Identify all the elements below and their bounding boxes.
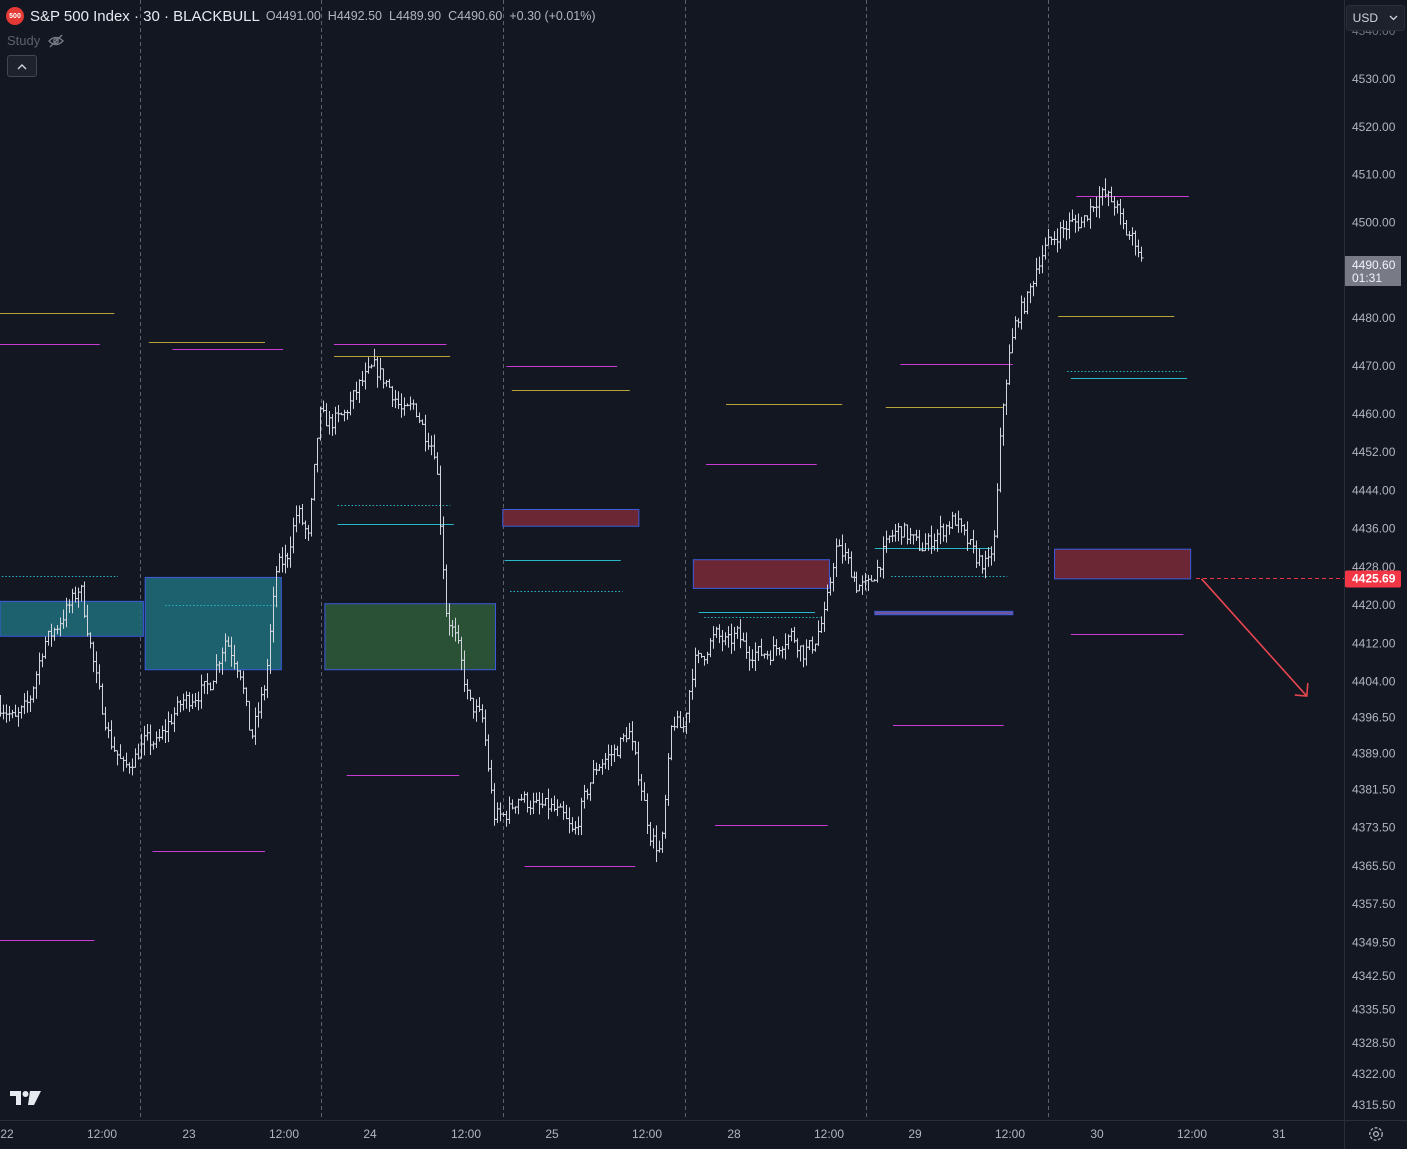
study-label: Study	[7, 33, 41, 48]
price-tick-label: 4404.00	[1352, 675, 1396, 689]
collapse-legend-button[interactable]	[7, 55, 37, 77]
price-tick-label: 4389.00	[1352, 746, 1396, 760]
price-tick-label: 4520.00	[1352, 120, 1396, 134]
tradingview-logo[interactable]	[10, 1089, 42, 1113]
red-zone[interactable]	[692, 559, 830, 589]
open-value: 4491.00	[275, 9, 321, 23]
price-tick-label: 4428.00	[1352, 560, 1396, 574]
price-tick-label: 4373.50	[1352, 821, 1396, 835]
time-tick-label: 12:00	[632, 1127, 662, 1141]
price-tick-label: 4412.00	[1352, 636, 1396, 650]
time-tick-label: 22	[0, 1127, 14, 1141]
price-tick-label: 4365.50	[1352, 859, 1396, 873]
green-zone[interactable]	[324, 603, 496, 671]
open-label: O	[265, 9, 276, 23]
symbol-title[interactable]: S&P 500 Index · 30 · BLACKBULL	[30, 7, 260, 25]
close-label: C	[448, 9, 458, 23]
price-tick-label: 4452.00	[1352, 445, 1396, 459]
price-tick-label: 4357.50	[1352, 897, 1396, 911]
chevron-down-icon	[1389, 15, 1398, 21]
projection-arrow-head	[1294, 682, 1309, 697]
time-tick-label: 12:00	[814, 1127, 844, 1141]
last-price-label: 4490.60	[1352, 258, 1396, 272]
time-tick-label: 25	[545, 1127, 559, 1141]
current-price-badge	[1345, 570, 1401, 588]
time-tick-label: 23	[182, 1127, 196, 1141]
close-value: 4490.60	[457, 9, 503, 23]
time-tick-label: 12:00	[1177, 1127, 1207, 1141]
price-tick-label: 4322.00	[1352, 1067, 1396, 1081]
price-tick-label: 4420.00	[1352, 598, 1396, 612]
eye-off-icon[interactable]	[48, 34, 65, 48]
projection-arrow[interactable]	[1200, 578, 1308, 697]
high-label: H	[327, 9, 337, 23]
price-tick-label: 4315.50	[1352, 1098, 1396, 1112]
time-tick-label: 24	[363, 1127, 377, 1141]
price-tick-label: 4470.00	[1352, 359, 1396, 373]
tradingview-logo-mark	[10, 1091, 41, 1105]
price-tick-label: 4396.50	[1352, 711, 1396, 725]
currency-selector[interactable]: USD	[1346, 5, 1405, 31]
price-tick-label: 4460.00	[1352, 407, 1396, 421]
time-tick-label: 12:00	[269, 1127, 299, 1141]
chart-settings-button[interactable]	[1367, 1125, 1385, 1143]
study-legend[interactable]: Study	[7, 33, 65, 48]
time-tick-label: 30	[1090, 1127, 1104, 1141]
time-tick-label: 31	[1272, 1127, 1286, 1141]
time-tick-label: 29	[908, 1127, 922, 1141]
purple-zone[interactable]	[874, 610, 1014, 616]
price-tick-label: 4444.00	[1352, 483, 1396, 497]
change-value: +0.30 (+0.01%)	[509, 9, 596, 23]
teal-zone[interactable]	[0, 600, 144, 637]
price-tick-label: 4342.50	[1352, 969, 1396, 983]
price-tick-label: 4480.00	[1352, 311, 1396, 325]
low-value: 4489.90	[395, 9, 442, 23]
last-price-countdown: 01:31	[1352, 271, 1382, 285]
time-tick-label: 12:00	[87, 1127, 117, 1141]
price-tick-label: 4436.00	[1352, 522, 1396, 536]
currency-value: USD	[1352, 11, 1378, 25]
high-value: 4492.50	[336, 9, 382, 23]
teal-zone[interactable]	[144, 576, 282, 671]
price-tick-label: 4530.00	[1352, 72, 1396, 86]
current-price-label: 4425.69	[1352, 572, 1396, 586]
time-tick-label: 12:00	[451, 1127, 481, 1141]
red-zone[interactable]	[1054, 548, 1192, 580]
chevron-up-icon	[17, 63, 27, 69]
last-price-box	[1345, 256, 1401, 286]
price-tick-label: 4381.50	[1352, 782, 1396, 796]
gear-icon	[1369, 1127, 1383, 1141]
price-tick-label: 4328.50	[1352, 1036, 1396, 1050]
ohlc-readout: O4491.00 H4492.50 L4489.90 C4490.60 +0.3…	[266, 9, 596, 23]
symbol-badge[interactable]: 500	[6, 7, 24, 25]
red-zone[interactable]	[502, 508, 640, 527]
price-tick-label: 4510.00	[1352, 168, 1396, 182]
price-tick-label: 4335.50	[1352, 1002, 1396, 1016]
time-tick-label: 12:00	[995, 1127, 1025, 1141]
chart-header: 500 S&P 500 Index · 30 · BLACKBULL O4491…	[6, 7, 596, 25]
price-tick-label: 4500.00	[1352, 215, 1396, 229]
time-tick-label: 28	[727, 1127, 741, 1141]
low-label: L	[389, 9, 396, 23]
price-tick-label: 4349.50	[1352, 935, 1396, 949]
